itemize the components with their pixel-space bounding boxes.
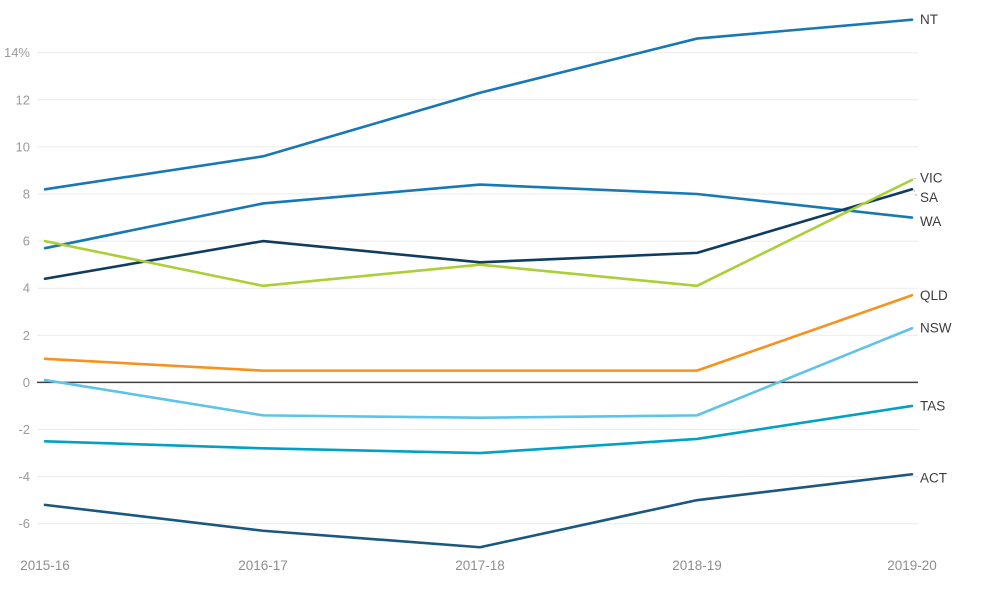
series-label-act: ACT: [920, 471, 947, 486]
series-line-sa: [43, 187, 914, 281]
series-line-vic: [43, 178, 914, 288]
x-tick-label-2015-16: 2015-16: [20, 558, 70, 573]
y-tick-label-6: 6: [23, 234, 30, 249]
series-line-wa: [43, 183, 914, 250]
series-label-vic: VIC: [920, 170, 943, 185]
y-tick-label-0: 0: [23, 375, 30, 390]
y-tick-label-10: 10: [16, 139, 30, 154]
series-line-nsw: [43, 326, 914, 420]
series-line-qld: [43, 293, 914, 372]
y-tick-label-4: 4: [23, 281, 30, 296]
y-tick-label-8: 8: [23, 187, 30, 202]
y-tick-label--6: -6: [18, 516, 30, 531]
series-label-nt: NT: [920, 12, 938, 27]
x-tick-label-2017-18: 2017-18: [455, 558, 505, 573]
series-label-nsw: NSW: [920, 321, 952, 336]
y-tick-label--4: -4: [18, 469, 30, 484]
series-line-tas: [43, 404, 914, 455]
y-tick-label-2: 2: [23, 328, 30, 343]
x-tick-label-2018-19: 2018-19: [672, 558, 722, 573]
x-tick-label-2016-17: 2016-17: [238, 558, 288, 573]
leader-line-vic: [913, 177, 918, 180]
series-label-wa: WA: [920, 214, 941, 229]
x-tick-label-2019-20: 2019-20: [887, 558, 937, 573]
y-tick-label--2: -2: [18, 422, 30, 437]
series-label-qld: QLD: [920, 288, 948, 303]
series-label-tas: TAS: [920, 398, 945, 413]
series-line-act: [43, 472, 914, 549]
series-label-sa: SA: [920, 190, 938, 205]
leader-line-sa: [913, 190, 918, 198]
y-tick-label-14: 14%: [4, 45, 30, 60]
y-tick-label-12: 12: [16, 92, 30, 107]
series-line-nt: [43, 18, 914, 191]
